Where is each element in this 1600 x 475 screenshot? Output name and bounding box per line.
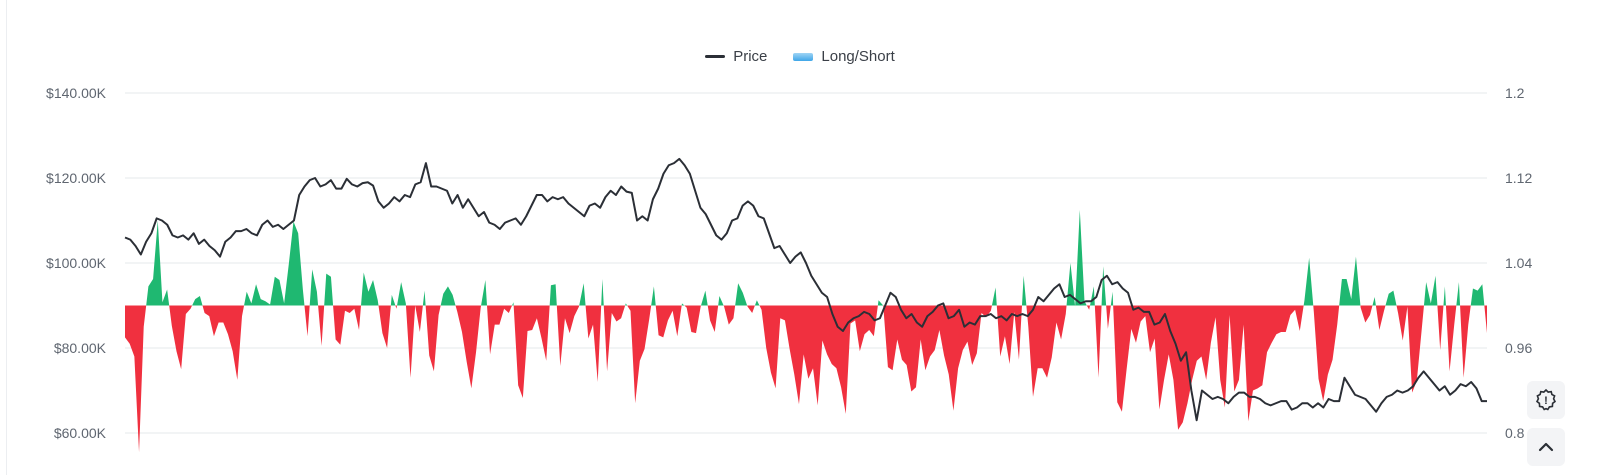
price-series [124,157,1487,422]
axis-ticks: $140.00K 1.2 $120.00K 1.12 $100.00K 1.04 $80.0… [46,85,1532,441]
y-left-tick-label: $140.00K [46,85,107,101]
y-right-tick-label: 1.2 [1505,85,1525,101]
long-short-series [125,209,1487,453]
legend-item-price[interactable]: Price [705,48,767,65]
chevron-up-icon [1538,442,1554,452]
y-left-tick-label: $100.00K [46,255,107,271]
y-left-tick-label: $60.00K [54,425,107,441]
long-area [125,209,1487,306]
short-area [125,305,1487,453]
y-right-tick-label: 1.04 [1505,255,1532,271]
legend: Price Long/Short [0,48,1600,65]
price-line [124,157,1487,422]
y-left-tick-label: $80.00K [54,340,107,356]
legend-swatch-price [705,55,726,58]
y-right-tick-label: 1.12 [1505,170,1532,186]
divider [6,0,7,475]
svg-text:!: ! [1544,395,1548,407]
legend-item-long-short[interactable]: Long/Short [793,48,895,65]
legend-swatch-long-short [793,52,814,61]
scroll-to-top-button[interactable] [1527,428,1565,466]
alert-button[interactable]: ! [1527,381,1565,419]
alert-badge-icon: ! [1535,388,1557,411]
y-right-tick-label: 0.96 [1505,340,1532,356]
legend-label-long-short: Long/Short [821,48,895,65]
gridlines [125,92,1487,434]
y-left-tick-label: $120.00K [46,170,107,186]
y-right-tick-label: 0.8 [1505,425,1525,441]
legend-label-price: Price [733,48,768,65]
